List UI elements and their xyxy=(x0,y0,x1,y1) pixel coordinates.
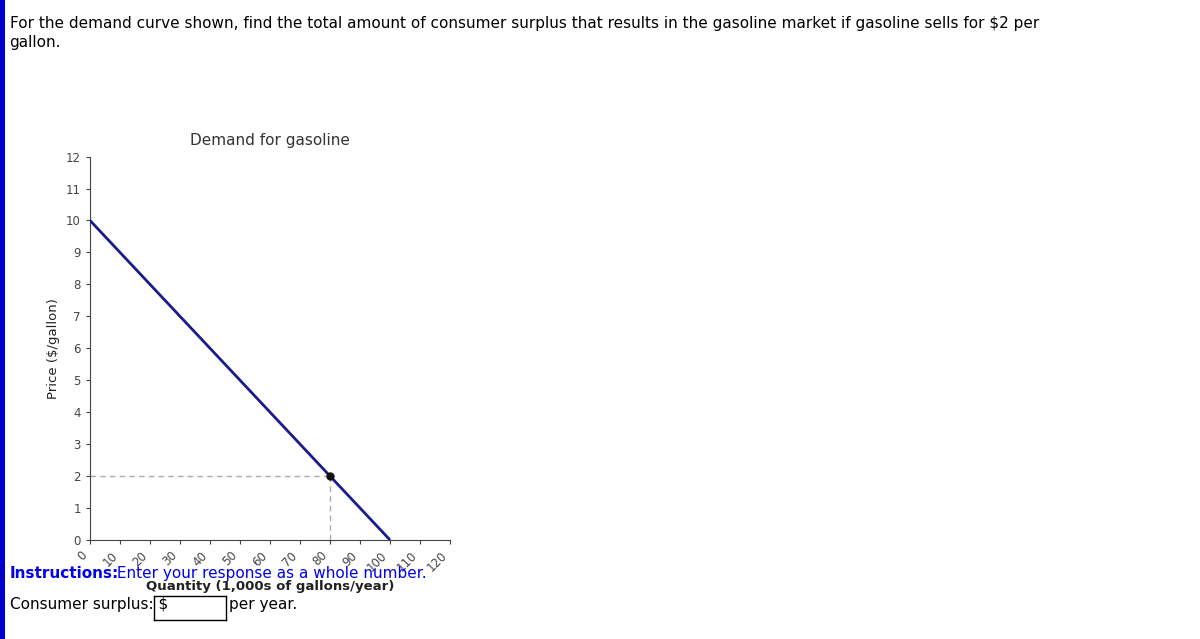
Text: For the demand curve shown, find the total amount of consumer surplus that resul: For the demand curve shown, find the tot… xyxy=(10,16,1039,31)
Text: Enter your response as a whole number.: Enter your response as a whole number. xyxy=(112,566,426,580)
X-axis label: Quantity (1,000s of gallons/year): Quantity (1,000s of gallons/year) xyxy=(146,580,394,592)
Text: per year.: per year. xyxy=(229,597,298,612)
Text: gallon.: gallon. xyxy=(10,35,61,50)
Text: Instructions:: Instructions: xyxy=(10,566,119,580)
Title: Demand for gasoline: Demand for gasoline xyxy=(190,134,350,148)
Y-axis label: Price ($/gallon): Price ($/gallon) xyxy=(48,298,60,399)
Text: Consumer surplus: $: Consumer surplus: $ xyxy=(10,597,168,612)
